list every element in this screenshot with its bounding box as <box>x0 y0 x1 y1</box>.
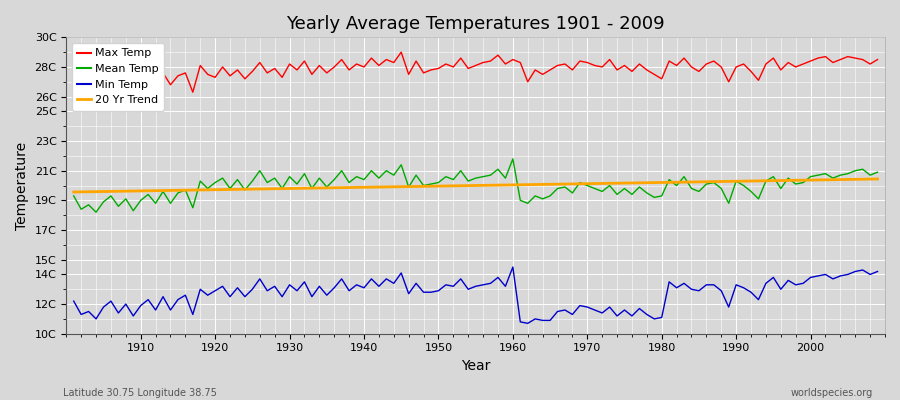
X-axis label: Year: Year <box>461 359 491 373</box>
Title: Yearly Average Temperatures 1901 - 2009: Yearly Average Temperatures 1901 - 2009 <box>286 15 665 33</box>
Legend: Max Temp, Mean Temp, Min Temp, 20 Yr Trend: Max Temp, Mean Temp, Min Temp, 20 Yr Tre… <box>72 43 165 111</box>
Text: Latitude 30.75 Longitude 38.75: Latitude 30.75 Longitude 38.75 <box>63 388 217 398</box>
Y-axis label: Temperature: Temperature <box>15 142 29 230</box>
Text: worldspecies.org: worldspecies.org <box>791 388 873 398</box>
